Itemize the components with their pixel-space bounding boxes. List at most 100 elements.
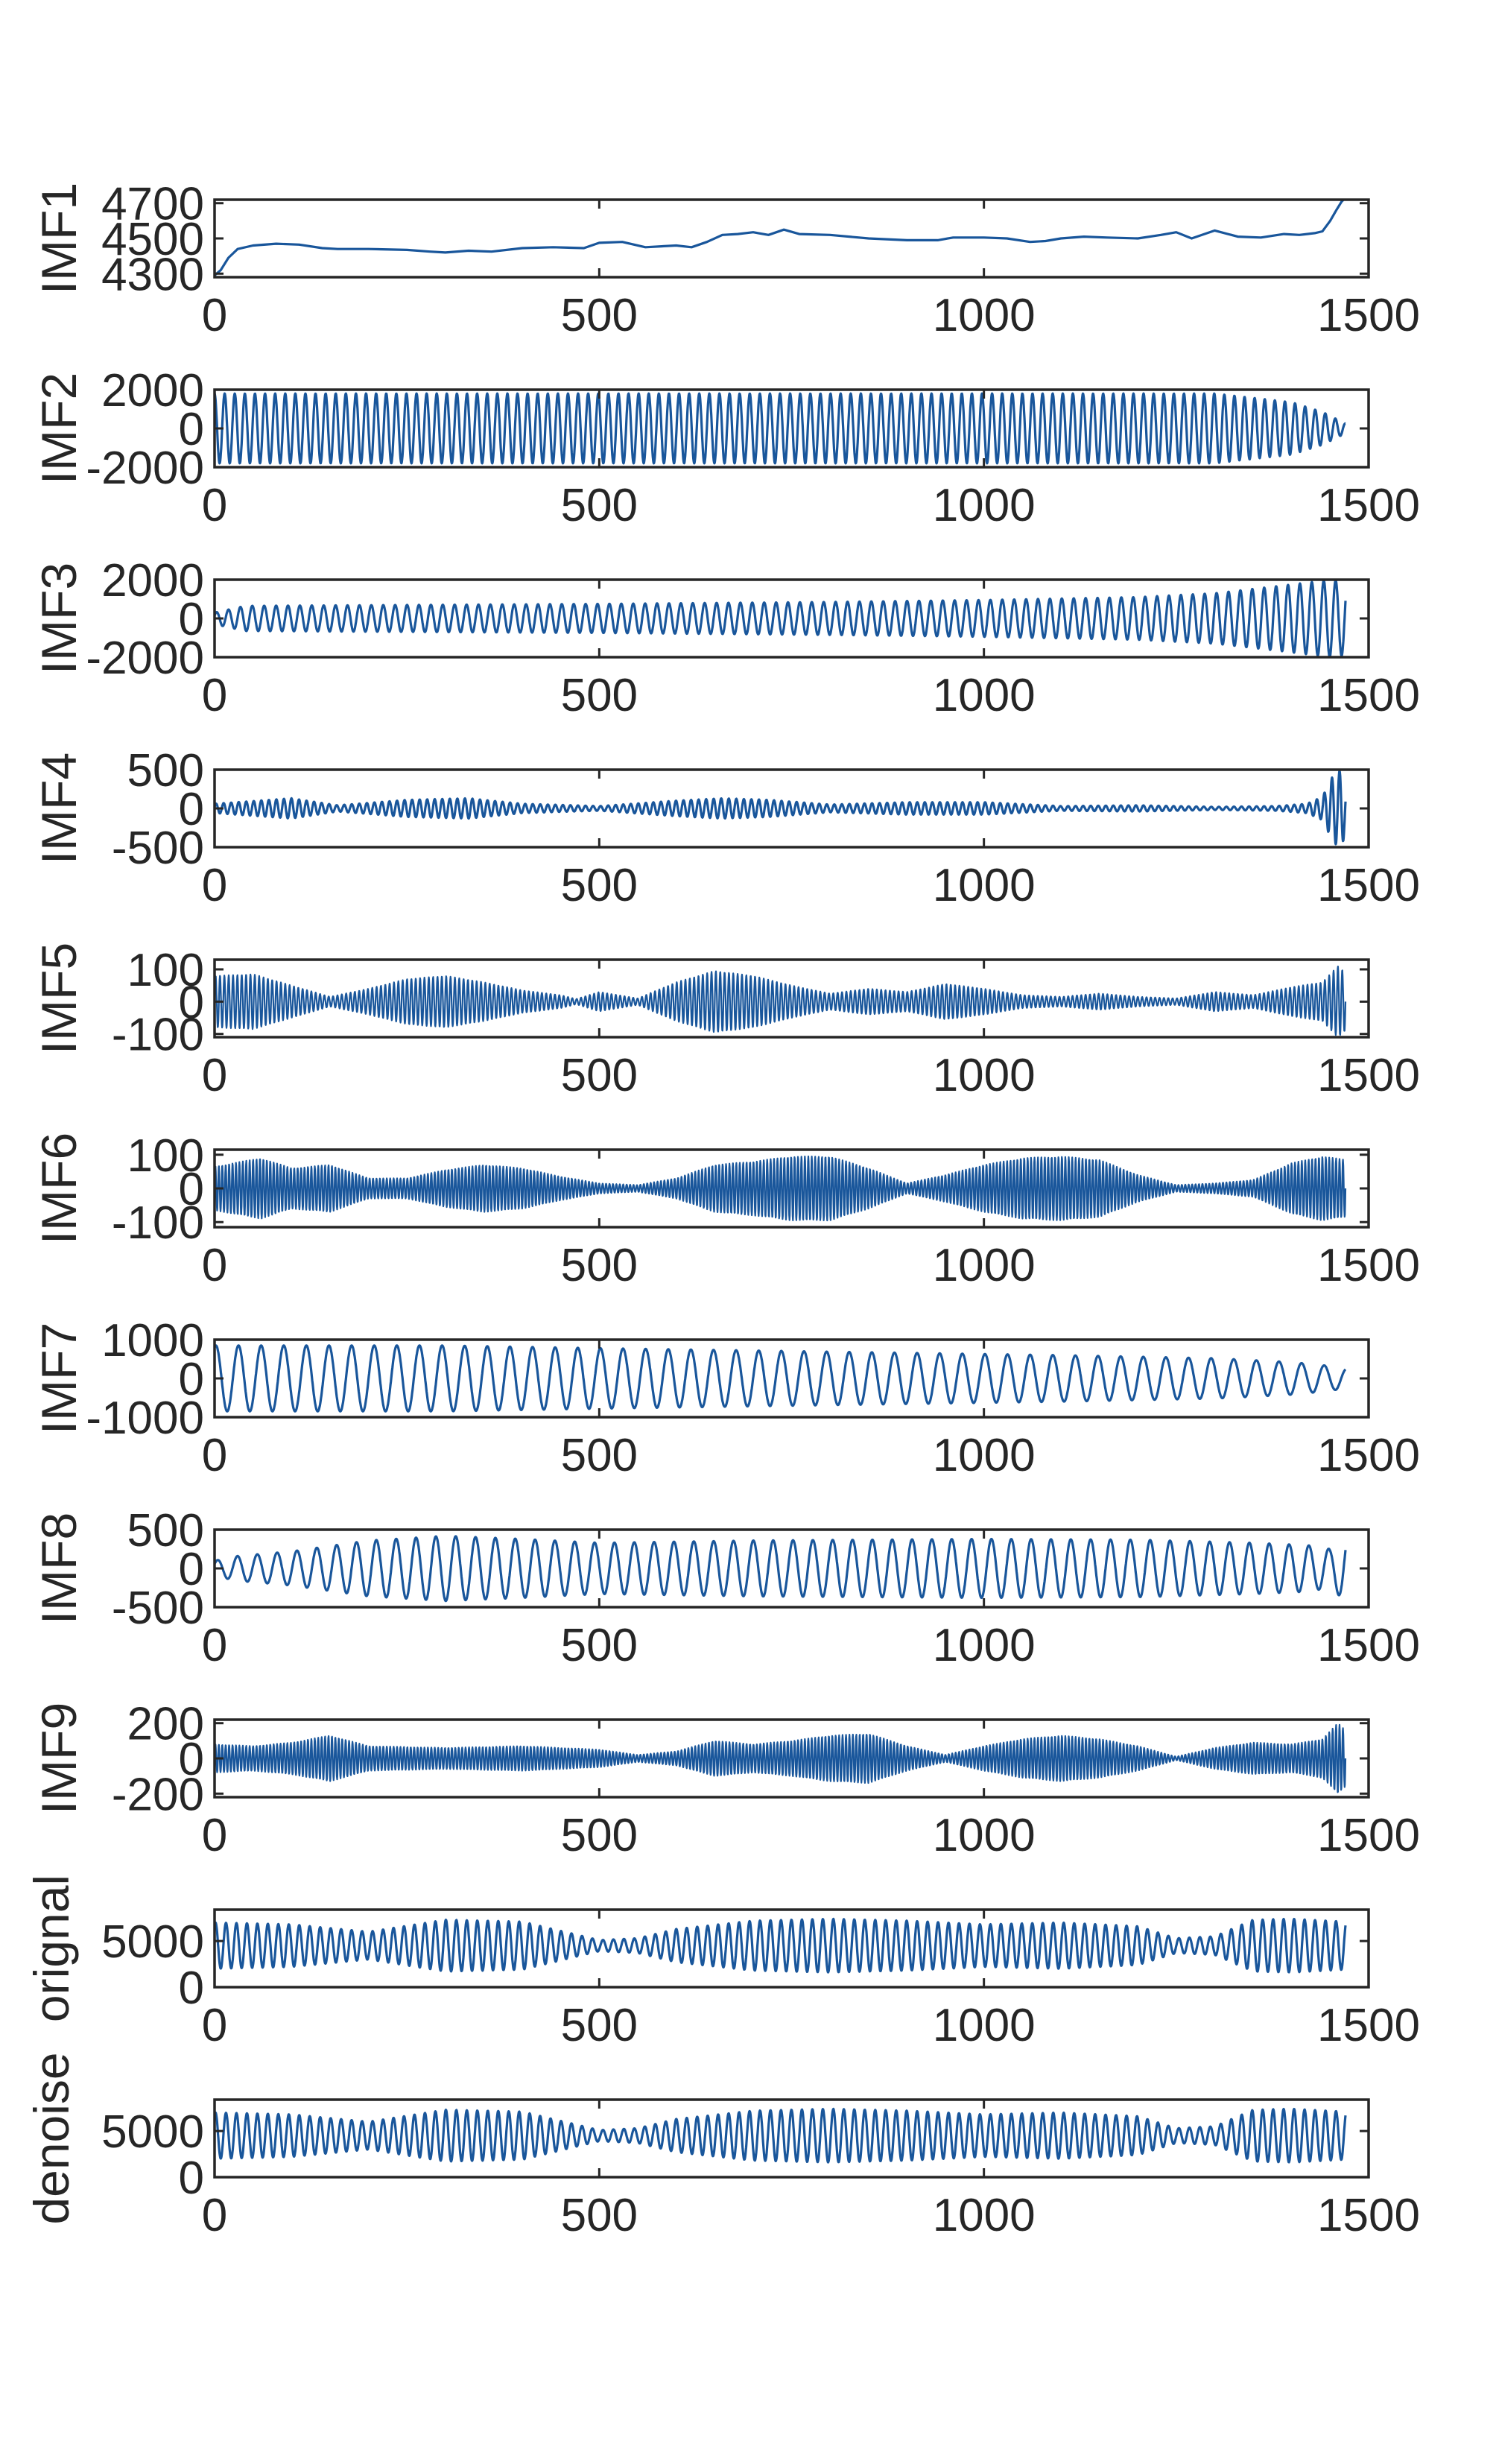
series-line — [215, 1535, 1347, 1603]
y-tick-label: 2000 — [101, 555, 204, 607]
y-axis-label: IMF7 — [31, 1323, 86, 1434]
y-tick-label: 0 — [179, 1164, 204, 1215]
x-tick-label: 500 — [561, 1050, 638, 1101]
x-tick-label: 1500 — [1317, 2190, 1420, 2241]
y-axis-label: IMF4 — [31, 753, 86, 864]
y-tick-label: 500 — [127, 1505, 204, 1556]
axes-box — [213, 958, 1370, 1039]
y-tick-label: -2000 — [86, 633, 204, 684]
y-tick-label: -1000 — [86, 1393, 204, 1444]
x-tick-label: 0 — [202, 1620, 227, 1671]
y-axis-label: IMF1 — [31, 183, 86, 294]
y-tick-label: 2000 — [101, 365, 204, 417]
y-tick-label: 4500 — [101, 214, 204, 265]
x-tick-label: 500 — [561, 1810, 638, 1861]
axes-box — [213, 1908, 1370, 1989]
x-tick-label: 0 — [202, 2190, 227, 2241]
y-axis-label: IMF2 — [31, 373, 86, 484]
series-line — [215, 2107, 1347, 2164]
y-tick-label: 0 — [179, 1734, 204, 1785]
x-tick-label: 0 — [202, 1810, 227, 1861]
x-tick-label: 1000 — [933, 670, 1036, 721]
x-tick-label: 1500 — [1317, 1240, 1420, 1291]
y-tick-label: -100 — [112, 1010, 204, 1061]
series-line — [215, 580, 1347, 657]
x-tick-label: 1000 — [933, 1430, 1036, 1481]
x-tick-label: 1000 — [933, 1240, 1036, 1291]
y-axis-label: IMF8 — [31, 1513, 86, 1624]
x-tick-label: 1500 — [1317, 2000, 1420, 2051]
y-tick-label: 0 — [179, 977, 204, 1028]
y-axis-label: IMF9 — [31, 1703, 86, 1814]
x-tick-label: 500 — [561, 1620, 638, 1671]
y-tick-label: 0 — [179, 784, 204, 835]
y-tick-label: 5000 — [101, 2106, 204, 2158]
y-tick-label: 500 — [127, 745, 204, 796]
x-tick-label: 0 — [202, 860, 227, 911]
y-tick-label: 0 — [179, 1963, 204, 2014]
x-tick-label: 1000 — [933, 480, 1036, 531]
series-line — [215, 1917, 1347, 1974]
y-tick-label: 0 — [179, 1544, 204, 1595]
x-tick-label: 1000 — [933, 290, 1036, 341]
x-tick-label: 500 — [561, 860, 638, 911]
x-tick-label: 500 — [561, 480, 638, 531]
x-tick-label: 500 — [561, 670, 638, 721]
x-tick-label: 1500 — [1317, 1810, 1420, 1861]
y-tick-label: 4700 — [101, 179, 204, 230]
y-tick-label: -2000 — [86, 443, 204, 494]
x-tick-label: 1000 — [933, 860, 1036, 911]
axes-box — [213, 198, 1370, 279]
x-tick-label: 0 — [202, 1050, 227, 1101]
y-tick-label: 4300 — [101, 249, 204, 300]
x-tick-label: 0 — [202, 480, 227, 531]
x-tick-label: 0 — [202, 290, 227, 341]
y-axis-label: IMF6 — [31, 1133, 86, 1244]
x-tick-label: 500 — [561, 1240, 638, 1291]
y-tick-label: -100 — [112, 1197, 204, 1249]
x-tick-label: 1500 — [1317, 1620, 1420, 1671]
x-tick-label: 1000 — [933, 1050, 1036, 1101]
series-line — [215, 1155, 1347, 1222]
y-tick-label: -500 — [112, 1583, 204, 1634]
x-tick-label: 0 — [202, 2000, 227, 2051]
x-tick-label: 1000 — [933, 1810, 1036, 1861]
x-tick-label: 1500 — [1317, 480, 1420, 531]
axes-box — [213, 2098, 1370, 2179]
x-tick-label: 500 — [561, 2190, 638, 2241]
x-tick-label: 500 — [561, 1430, 638, 1481]
y-axis-label: orignal — [24, 1875, 79, 2022]
x-tick-label: 1000 — [933, 2190, 1036, 2241]
y-tick-label: 5000 — [101, 1916, 204, 1968]
y-tick-label: -200 — [112, 1769, 204, 1820]
x-tick-label: 1000 — [933, 1620, 1036, 1671]
series-line — [215, 1344, 1347, 1413]
x-tick-label: 1500 — [1317, 290, 1420, 341]
y-tick-label: 0 — [179, 594, 204, 645]
y-tick-label: 100 — [127, 1130, 204, 1182]
x-tick-label: 0 — [202, 670, 227, 721]
y-tick-label: -500 — [112, 823, 204, 874]
x-tick-label: 1500 — [1317, 860, 1420, 911]
series-line — [215, 392, 1347, 465]
series-line — [215, 966, 1347, 1036]
y-axis-label: denoise — [24, 2052, 79, 2224]
y-axis-label: IMF3 — [31, 563, 86, 674]
x-tick-label: 500 — [561, 2000, 638, 2051]
series-line — [215, 1723, 1347, 1793]
y-tick-label: 1000 — [101, 1315, 204, 1366]
y-tick-label: 200 — [127, 1699, 204, 1750]
y-tick-label: 100 — [127, 945, 204, 996]
y-tick-label: 0 — [179, 404, 204, 455]
y-tick-label: 0 — [179, 2153, 204, 2204]
series-line — [215, 770, 1347, 846]
y-tick-label: 0 — [179, 1354, 204, 1405]
